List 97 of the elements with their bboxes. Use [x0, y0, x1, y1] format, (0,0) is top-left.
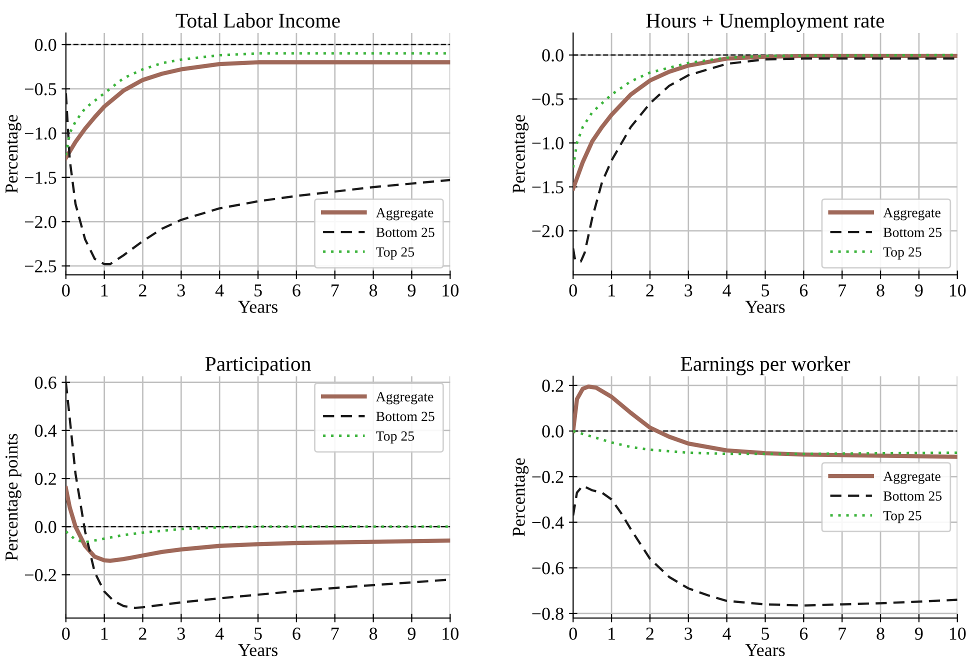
x-axis-title: Years: [238, 644, 278, 656]
line-series: [573, 484, 958, 607]
y-tick-label: 0.6: [34, 376, 56, 389]
legend-label: Aggregate: [376, 392, 434, 404]
y-tick-label: −1.5: [25, 172, 56, 184]
x-tick-label: 4: [722, 284, 732, 296]
line-series: [66, 525, 450, 544]
x-tick-label: 0: [62, 284, 70, 297]
y-tick-label: −0.2: [25, 569, 56, 582]
line-series: [573, 57, 958, 263]
y-tick-label: −0.4: [532, 516, 564, 529]
y-tick-label: 0.2: [542, 380, 564, 392]
x-tick-label: 5: [762, 284, 770, 297]
x-tick-label: 4: [722, 628, 732, 640]
x-tick-label: 2: [139, 284, 146, 296]
y-tick-label: 0.4: [34, 424, 57, 437]
y-tick-label: −2.5: [25, 260, 56, 272]
x-tick-label: 2: [646, 284, 654, 296]
x-tick-label: 5: [254, 628, 262, 640]
x-tick-label: 7: [332, 284, 339, 296]
x-tick-label: 5: [762, 628, 770, 640]
y-tick-label: −1.5: [532, 181, 564, 194]
x-tick-label: 1: [608, 284, 615, 296]
chart-title: Total Labor Income: [176, 13, 340, 28]
legend-label: Aggregate: [883, 472, 940, 484]
x-tick-label: 6: [292, 284, 300, 297]
x-axis-title: Years: [745, 644, 785, 656]
y-tick-label: 0.2: [34, 472, 56, 486]
x-tick-label: 10: [442, 628, 458, 640]
x-tick-label: 9: [408, 284, 416, 297]
line-series: [66, 92, 450, 266]
x-tick-label: 0: [569, 284, 577, 297]
x-tick-label: 7: [332, 628, 339, 640]
legend-label: Bottom 25: [376, 228, 434, 238]
x-tick-label: 1: [101, 628, 108, 640]
x-tick-label: 6: [292, 628, 300, 640]
x-tick-label: 1: [101, 284, 108, 296]
x-tick-label: 10: [950, 628, 966, 640]
line-series: [66, 486, 450, 563]
chart-title: Earnings per worker: [680, 356, 850, 376]
y-tick-label: 0.0: [34, 38, 56, 52]
x-tick-label: 8: [369, 284, 378, 297]
line-series: [573, 384, 958, 459]
line-series: [573, 430, 958, 456]
legend-label: Bottom 25: [883, 228, 942, 238]
y-tick-label: 0.0: [542, 425, 564, 438]
x-tick-label: 1: [608, 628, 615, 640]
x-tick-label: 3: [178, 284, 185, 297]
x-tick-label: 7: [838, 628, 846, 640]
x-tick-label: 8: [369, 628, 378, 640]
legend-label: Top 25: [376, 247, 414, 260]
x-tick-label: 7: [838, 284, 846, 296]
y-axis-title: Percentage: [6, 114, 22, 193]
x-tick-label: 8: [876, 628, 884, 640]
x-tick-label: 3: [684, 628, 692, 640]
x-tick-label: 6: [800, 284, 808, 297]
x-tick-label: 9: [915, 628, 923, 640]
x-tick-label: 4: [215, 628, 224, 640]
legend-label: Top 25: [376, 431, 414, 444]
x-tick-label: 2: [139, 628, 146, 640]
x-tick-label: 9: [915, 284, 923, 297]
y-tick-label: −2.0: [532, 225, 564, 238]
legend-label: Aggregate: [376, 208, 434, 220]
x-tick-label: 9: [408, 628, 416, 640]
legend-label: Top 25: [883, 511, 922, 524]
x-tick-label: 4: [215, 284, 224, 296]
legend-label: Aggregate: [883, 208, 940, 220]
y-axis-title: Percentage points: [5, 434, 22, 561]
x-tick-label: 5: [254, 284, 262, 297]
x-tick-label: 3: [684, 284, 692, 297]
x-axis-title: Years: [238, 300, 278, 313]
legend-label: Top 25: [883, 247, 922, 260]
y-tick-label: 0.0: [542, 49, 564, 62]
x-axis-title: Years: [745, 300, 785, 313]
y-tick-label: −0.5: [532, 93, 564, 106]
y-tick-label: −0.2: [532, 470, 564, 484]
x-tick-label: 0: [569, 628, 577, 640]
legend-label: Bottom 25: [883, 491, 942, 501]
y-tick-label: −2.0: [25, 216, 56, 228]
x-tick-label: 0: [62, 628, 70, 640]
x-tick-label: 3: [178, 628, 185, 640]
legend-label: Bottom 25: [376, 412, 434, 422]
x-tick-label: 10: [950, 284, 966, 297]
x-tick-label: 10: [442, 284, 458, 297]
y-tick-label: −0.6: [532, 562, 564, 574]
x-tick-label: 8: [876, 284, 884, 297]
chart-title: Participation: [205, 356, 311, 376]
y-axis-title: Percentage: [512, 114, 529, 193]
x-tick-label: 6: [800, 628, 808, 640]
y-axis-title: Percentage: [512, 458, 529, 536]
y-tick-label: −0.5: [25, 83, 56, 96]
y-tick-label: −0.8: [532, 608, 564, 620]
y-tick-label: −1.0: [532, 137, 564, 150]
y-tick-label: 0.0: [34, 520, 56, 534]
x-tick-label: 2: [646, 628, 654, 640]
chart-title: Hours + Unemployment rate: [646, 13, 884, 32]
y-tick-label: −1.0: [25, 127, 56, 140]
